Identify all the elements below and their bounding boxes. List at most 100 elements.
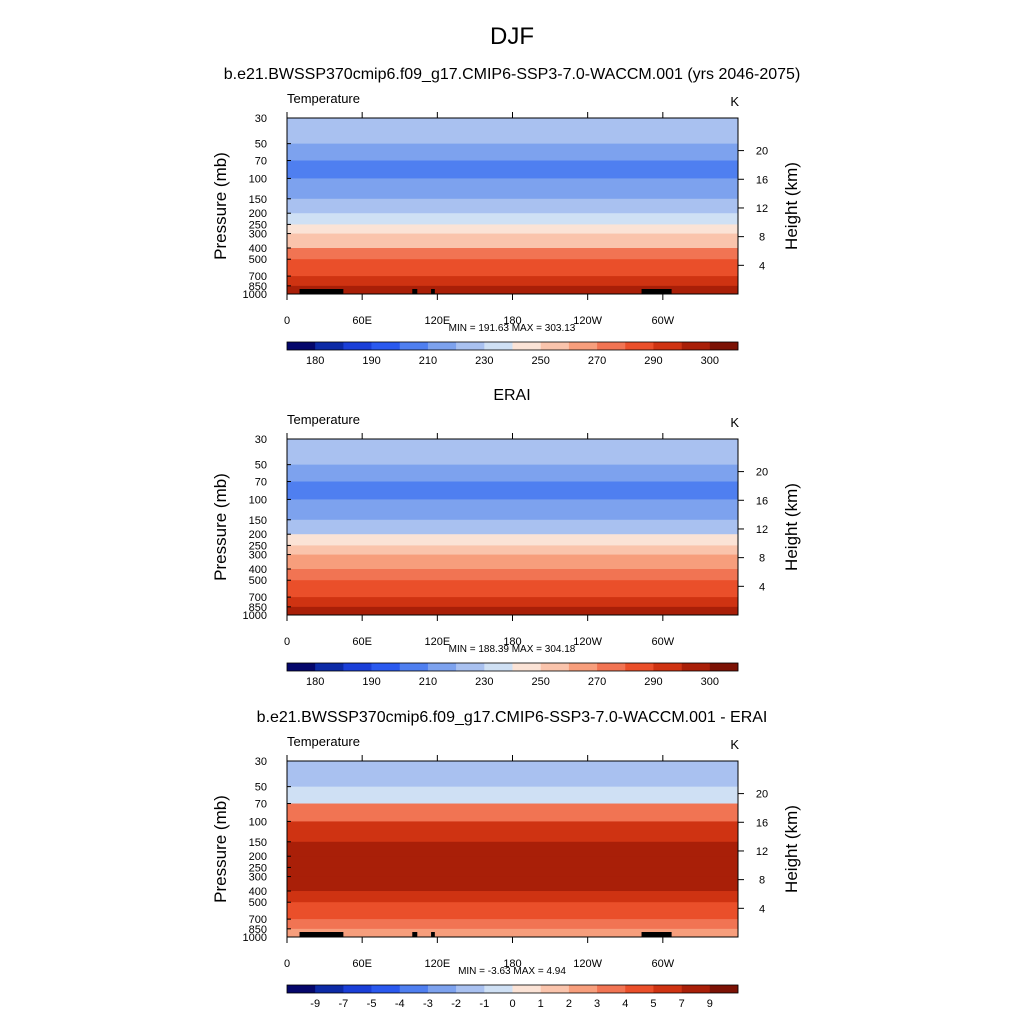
colorbar-box — [597, 342, 626, 350]
height-tick-label: 16 — [756, 495, 768, 507]
colorbar-label: 2 — [566, 998, 572, 1010]
units-label: K — [730, 737, 739, 752]
min-max-label: MIN = 188.39 MAX = 304.18 — [449, 644, 576, 655]
y-tick-label: 700 — [249, 271, 267, 283]
y-axis-label: Pressure (mb) — [211, 152, 230, 260]
colorbar-label: 5 — [650, 998, 656, 1010]
colorbar: 180 190 210 230 250 270 290 300 — [286, 662, 739, 688]
y-tick-label: 70 — [255, 477, 267, 489]
y-tick-label: 200 — [249, 529, 267, 541]
y-tick-label: 70 — [255, 799, 267, 811]
height-tick-label: 4 — [759, 260, 765, 272]
contour-band — [287, 178, 738, 200]
colorbar-box — [540, 342, 570, 350]
colorbar-label: 230 — [475, 676, 493, 688]
colorbar-box — [287, 663, 316, 671]
height-tick-label: 20 — [756, 146, 768, 158]
colorbar-box — [315, 985, 344, 993]
colorbar-box — [625, 985, 654, 993]
contour-band — [287, 259, 738, 277]
height-tick-label: 4 — [759, 903, 765, 915]
panel-title: b.e21.BWSSP370cmip6.f09_g17.CMIP6-SSP3-7… — [224, 66, 801, 83]
x-tick-label: 60E — [352, 958, 372, 970]
colorbar-label: 4 — [622, 998, 628, 1010]
x-tick-label: 120W — [573, 315, 602, 327]
y-tick-label: 300 — [249, 550, 267, 562]
colorbar-label: 250 — [532, 355, 550, 367]
y-tick-label: 50 — [255, 139, 267, 151]
panel-title: b.e21.BWSSP370cmip6.f09_g17.CMIP6-SSP3-7… — [257, 709, 768, 726]
panel-difference: b.e21.BWSSP370cmip6.f09_g17.CMIP6-SSP3-7… — [211, 709, 801, 1010]
colorbar-box — [597, 985, 626, 993]
contour-band — [287, 285, 738, 295]
colorbar-label: 1 — [538, 998, 544, 1010]
colorbar-box — [371, 663, 401, 671]
colorbar-box — [709, 663, 739, 671]
colorbar-frame — [286, 341, 739, 351]
y-tick-label: 500 — [249, 254, 267, 266]
colorbar: -9 -7 -5 -4 -3 -2 -1 0 1 2 3 4 5 7 9 — [286, 984, 739, 1010]
contour-band — [287, 902, 738, 920]
contour-band — [287, 841, 738, 857]
colorbar-label: 210 — [419, 355, 437, 367]
topography-block — [412, 289, 418, 294]
y-tick-label: 150 — [249, 515, 267, 527]
y-tick-label: 250 — [249, 862, 267, 874]
y-tick-label: 700 — [249, 914, 267, 926]
colorbar-box — [568, 985, 598, 993]
height-tick-label: 16 — [756, 817, 768, 829]
colorbar-box — [343, 342, 372, 350]
colorbar-box — [568, 663, 598, 671]
topography-block — [320, 289, 335, 294]
colorbar-label: 7 — [679, 998, 685, 1010]
colorbar-box — [427, 985, 457, 993]
contour-band — [287, 213, 738, 225]
colorbar-label: 180 — [306, 676, 324, 688]
contour-band — [287, 569, 738, 581]
height-tick-label: 16 — [756, 174, 768, 186]
contour-band — [287, 160, 738, 179]
x-tick-label: 0 — [284, 636, 290, 648]
x-tick-label: 180 — [503, 958, 521, 970]
colorbar-box — [287, 985, 316, 993]
y-tick-label: 1000 — [243, 932, 267, 944]
colorbar-box — [568, 342, 598, 350]
contour-band — [287, 534, 738, 546]
colorbar-label: 0 — [509, 998, 515, 1010]
colorbar-box — [399, 342, 429, 350]
colorbar-box — [512, 663, 541, 671]
colorbar-box — [427, 342, 457, 350]
colorbar-box — [653, 663, 682, 671]
colorbar-box — [653, 342, 682, 350]
y-tick-label: 50 — [255, 782, 267, 794]
colorbar-label: 190 — [362, 676, 380, 688]
colorbar-box — [681, 985, 711, 993]
contour-band — [287, 481, 738, 500]
y-tick-label: 100 — [249, 494, 267, 506]
y-tick-label: 300 — [249, 872, 267, 884]
contour-band — [287, 248, 738, 260]
contour-band — [287, 545, 738, 556]
colorbar-label: 250 — [532, 676, 550, 688]
colorbar-box — [625, 342, 654, 350]
colorbar-label: 290 — [644, 676, 662, 688]
x-tick-label: 120W — [573, 958, 602, 970]
colorbar-box — [343, 663, 372, 671]
x-tick-label: 60W — [652, 315, 675, 327]
colorbar-label: -7 — [338, 998, 348, 1010]
y-tick-label: 30 — [255, 113, 267, 125]
colorbar-box — [597, 663, 626, 671]
colorbar-label: 270 — [588, 676, 606, 688]
y-tick-label: 70 — [255, 156, 267, 168]
colorbar: 180 190 210 230 250 270 290 300 — [286, 341, 739, 367]
y-tick-label: 300 — [249, 229, 267, 241]
y-tick-label: 100 — [249, 173, 267, 185]
y-axis-label: Pressure (mb) — [211, 473, 230, 581]
y-tick-label: 400 — [249, 886, 267, 898]
height-tick-label: 12 — [756, 524, 768, 536]
contour-band — [287, 519, 738, 535]
colorbar-box — [484, 985, 513, 993]
y-tick-label: 500 — [249, 897, 267, 909]
colorbar-label: 290 — [644, 355, 662, 367]
